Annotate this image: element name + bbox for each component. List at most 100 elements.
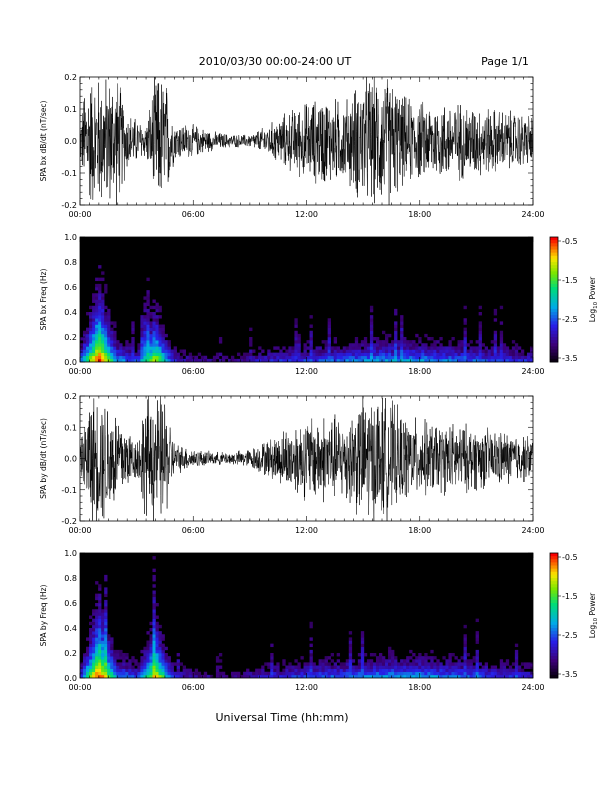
spectrogram-cell [448,358,452,362]
spectrogram-cell [303,674,307,678]
spectrogram-cell [487,671,492,676]
colorbar-swatch [550,671,558,676]
spectrogram-cell [101,637,105,641]
spectrogram-cell [369,346,374,350]
spectrogram-cell [95,659,99,663]
colorbar-swatch [550,327,558,332]
spectrogram-cell [469,665,473,669]
spectrogram-cell [505,346,510,350]
spectrogram-cell [273,352,277,357]
spectrogram-cell [303,662,307,666]
spectrogram-cell [243,355,247,360]
spectrogram-cell [472,659,476,663]
spectrogram-cell [122,671,126,676]
spectrogram-cell [475,640,479,644]
spectrogram-cell [463,343,467,347]
spectrogram-cell [400,662,404,666]
spectrogram-cell [502,352,507,357]
colorbar-swatch [550,346,558,350]
spectrogram-cell [110,640,114,644]
spectrogram-cell [436,659,440,663]
spectrogram-cell [463,671,467,676]
spectrogram-cell [294,321,298,325]
spectrogram-cell [406,659,410,663]
spectrogram-cell [454,349,458,353]
spectrogram-cell [98,640,102,644]
spectrogram-cell [98,621,102,626]
spectrogram-cell [270,653,274,657]
spectrogram-cell [176,352,180,357]
colorbar-swatch [550,337,558,341]
spectrogram-cell [273,355,277,360]
spectrogram-cell [421,668,425,673]
spectrogram-cell [375,349,380,353]
spectrogram-cell [297,665,301,669]
spectrogram-cell [363,662,368,666]
spectrogram-cell [122,355,126,360]
spectrogram-cell [342,668,347,673]
spectrogram-cell [83,337,87,341]
spectrogram-cell [460,662,464,666]
spectrogram-cell [342,662,347,666]
x-tick-label: 18:00 [408,210,431,219]
spectrogram-cell [409,355,413,360]
spectrogram-cell [270,656,274,660]
spectrogram-cell [86,637,90,641]
spectrogram-cell [400,665,404,669]
spectrogram-cell [397,674,401,678]
spectrogram-cell [276,671,280,676]
spectrogram-cell [303,671,307,676]
spectrogram-cell [400,674,404,678]
spectrogram-cell [98,343,102,347]
spectrogram-cell [511,662,516,666]
spectrogram-cell [499,340,504,344]
spectrogram-cell [86,646,90,651]
spectrogram-cell [140,333,144,338]
spectrogram-cell [176,665,180,669]
spectrogram-cell [463,674,467,678]
spectrogram-cell [146,665,150,669]
spectrogram-cell [463,653,467,657]
spectrogram-cell [391,668,395,673]
y-tick-label: 1.0 [64,233,77,242]
spectrogram-cell [481,352,485,357]
spectrogram-cell [140,315,144,319]
spectrogram-cell [463,624,467,629]
spectrogram-cell [270,643,274,648]
spectrogram-cell [478,330,482,335]
spectrogram-cell [140,358,144,362]
spectrogram-cell [318,349,322,353]
spectrogram-cell [98,305,102,310]
spectrogram-cell [134,358,138,362]
spectrogram-cell [424,358,428,362]
spectrogram-cell [107,340,111,344]
spectrogram-cell [327,674,331,678]
spectrogram-cell [321,352,325,357]
spectrogram-cell [95,315,99,319]
spectrogram-cell [86,343,90,347]
spectrogram-cell [529,665,533,669]
spectrogram-cell [101,640,105,644]
spectrogram-cell [339,355,344,360]
spectrogram-cell [493,343,498,347]
spectrogram-cell [140,340,144,344]
colorbar-swatch [550,333,558,338]
spectrogram-cell [372,665,377,669]
spectrogram-cell [348,653,353,657]
spectrogram-cell [167,665,171,669]
spectrogram-cell [279,352,283,357]
spectrogram-cell [80,337,84,341]
spectrogram-cell [291,665,295,669]
x-tick-label: 00:00 [68,526,91,535]
spectrogram-cell [176,662,180,666]
spectrogram-cell [98,618,102,623]
spectrogram-cell [481,671,485,676]
spectrogram-cell [529,349,533,353]
spectrogram-cell [309,358,313,362]
spectrogram-cell [164,346,168,350]
spectrogram-cell [336,671,341,676]
spectrogram-cell [348,649,353,654]
spectrogram-cell [412,659,416,663]
spectrogram-cell [433,662,437,666]
spectrogram-cell [369,343,374,347]
